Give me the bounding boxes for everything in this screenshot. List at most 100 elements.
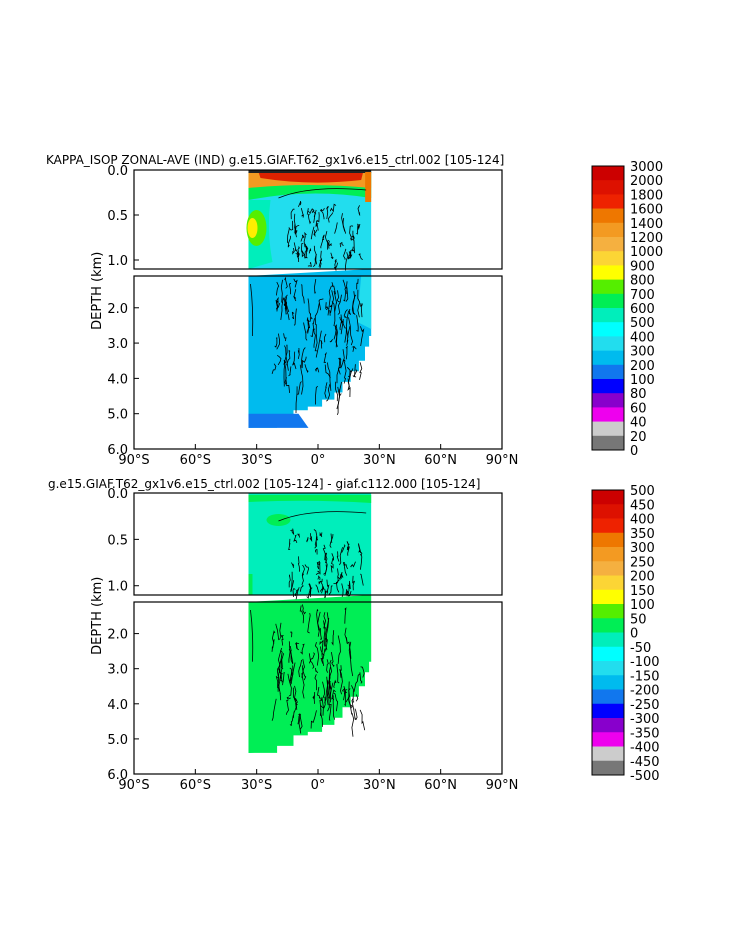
contour-line xyxy=(299,364,304,395)
colorbar-swatch xyxy=(592,166,624,181)
colorbar-label: 0 xyxy=(630,444,638,459)
contour-line xyxy=(295,386,298,414)
colorbar-label: -150 xyxy=(630,669,660,684)
contour-line xyxy=(280,279,283,304)
y-tick-label: 3.0 xyxy=(107,337,128,352)
x-tick-label: 90°N xyxy=(486,453,519,468)
y-axis-label: DEPTH (km) xyxy=(90,252,105,330)
contour-line xyxy=(359,553,363,570)
field-fill xyxy=(248,493,372,595)
contour-line xyxy=(279,653,285,681)
contour-line xyxy=(278,188,367,199)
contour-line xyxy=(337,360,344,375)
contour-line xyxy=(356,315,359,332)
contour-line xyxy=(337,568,340,582)
contour-line xyxy=(304,243,308,259)
colorbar-swatch xyxy=(592,632,624,648)
contour-line xyxy=(317,686,321,700)
colorbar-swatch xyxy=(592,661,624,676)
colorbar-swatch xyxy=(592,180,624,195)
contour-line xyxy=(290,571,293,593)
contour-line xyxy=(323,612,327,629)
contour-line xyxy=(284,345,289,371)
colorbar-label: 1600 xyxy=(630,203,663,218)
colorbar-label: -200 xyxy=(630,684,660,699)
colorbar-label: 80 xyxy=(630,387,647,402)
colorbar-swatch xyxy=(592,547,624,562)
contour-line xyxy=(306,319,311,333)
y-tick-label: 0.5 xyxy=(107,533,128,548)
contour-line xyxy=(319,640,324,645)
colorbar-label: 1200 xyxy=(630,231,663,246)
colorbar-label: 100 xyxy=(630,598,655,613)
contour-line xyxy=(300,284,305,304)
contour-line xyxy=(360,666,365,678)
contour-line xyxy=(324,617,330,650)
contour-line xyxy=(313,209,317,223)
contour-line xyxy=(343,361,347,384)
contour-line xyxy=(292,351,297,370)
contour-line xyxy=(275,296,279,307)
contour-line xyxy=(297,347,300,359)
colorbar-label: 2000 xyxy=(630,174,663,189)
contour-line xyxy=(324,590,328,595)
contour-line xyxy=(277,647,282,673)
contour-line xyxy=(338,357,342,369)
contour-line xyxy=(315,385,318,405)
contour-line xyxy=(289,220,294,231)
contour-line xyxy=(282,672,285,686)
contour-line xyxy=(355,694,359,702)
y-axis-label: DEPTH (km) xyxy=(90,577,105,655)
y-tick-label: 6.0 xyxy=(107,443,128,458)
contour-line xyxy=(300,234,305,242)
contour-line xyxy=(351,345,357,352)
y-tick-label: 4.0 xyxy=(107,698,128,713)
contour-line xyxy=(352,369,358,378)
contour-line xyxy=(309,533,313,542)
contour-line xyxy=(331,553,334,565)
colorbar-label: -400 xyxy=(630,741,660,756)
contour-line xyxy=(326,659,329,673)
contour-line xyxy=(294,697,298,706)
y-tick-label: 3.0 xyxy=(107,663,128,678)
colorbar-label: 500 xyxy=(630,316,655,331)
contour-line xyxy=(351,685,355,703)
contour-line xyxy=(329,339,334,343)
contour-line xyxy=(293,534,298,544)
contour-line xyxy=(336,359,341,384)
chart-panel-2: g.e15.GIAF.T62_gx1v6.e15_ctrl.002 [105-1… xyxy=(48,477,660,793)
contour-line xyxy=(350,235,355,239)
contour-line xyxy=(310,226,315,240)
contour-line xyxy=(330,563,334,573)
contour-line xyxy=(297,246,300,251)
contour-line xyxy=(357,223,361,230)
contour-line xyxy=(360,326,365,347)
contour-line xyxy=(288,574,291,588)
contour-line xyxy=(301,572,304,586)
colorbar-swatch xyxy=(592,689,624,705)
contour-line xyxy=(285,700,289,715)
contour-line xyxy=(333,581,339,585)
contour-line xyxy=(314,667,319,674)
x-tick-label: 60°S xyxy=(180,778,211,793)
contour-line xyxy=(353,673,361,692)
contour-line xyxy=(284,294,288,315)
contour-line xyxy=(319,531,323,538)
contour-line xyxy=(320,648,326,664)
contour-line xyxy=(327,362,332,391)
contour-line xyxy=(336,664,340,684)
contour-line xyxy=(324,364,331,379)
contour-line xyxy=(356,225,359,235)
colorbar-label: 200 xyxy=(630,359,655,374)
colorbar-swatch xyxy=(592,746,624,762)
lower-panel-field xyxy=(248,269,372,428)
contour-line xyxy=(276,354,282,366)
colorbar-swatch xyxy=(592,308,624,323)
colorbar-swatch xyxy=(592,421,624,437)
contour-line xyxy=(326,205,329,210)
contour-line xyxy=(339,241,344,248)
field-patch xyxy=(248,413,309,428)
colorbar-frame xyxy=(591,165,625,451)
contour-line xyxy=(292,687,298,702)
colorbar-swatch xyxy=(592,504,624,519)
